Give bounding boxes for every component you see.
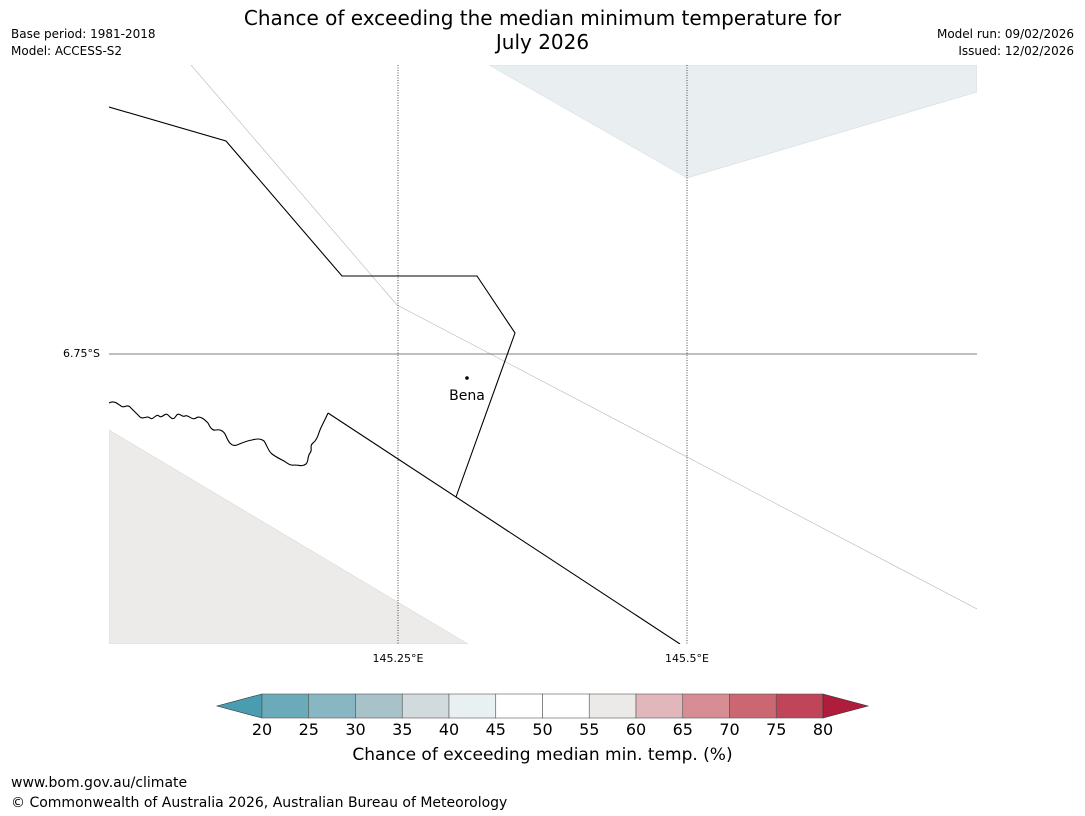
colorbar-segment: [261, 693, 310, 719]
colorbar-tick-label: 80: [812, 720, 834, 739]
base-period: Base period: 1981-2018: [11, 27, 156, 41]
colorbar-segment: [448, 693, 497, 719]
thin-boundary-line: [190, 65, 977, 610]
colorbar-label: Chance of exceeding median min. temp. (%…: [352, 745, 733, 765]
map-layers: [109, 65, 977, 644]
colorbar-tick-label: 40: [438, 720, 460, 739]
model-name: Model: ACCESS-S2: [11, 44, 123, 58]
colorbar-extend-high: [822, 693, 870, 719]
colorbar-tick-label: 25: [298, 720, 319, 739]
meta-right: Model run: 09/02/2026 Issued: 12/02/2026: [937, 26, 1074, 60]
latitude-label: 6.75°S: [63, 347, 100, 360]
colorbar-tick-label: 70: [719, 720, 740, 739]
longitude-label-145-5: 145.5°E: [665, 652, 709, 665]
colorbar-segment: [355, 693, 403, 719]
place-label-bena: Bena: [449, 388, 485, 404]
region-upper-right: [488, 65, 977, 179]
place-marker-bena[interactable]: [465, 376, 469, 380]
colorbar-tick-label: 60: [625, 720, 647, 739]
colorbar-segment: [308, 693, 356, 719]
region-lower-left: [109, 429, 469, 644]
province-border-south: [327, 412, 681, 644]
colorbar-segment: [729, 693, 777, 719]
title-line-2: July 2026: [495, 30, 590, 54]
colorbar-segment: [775, 693, 824, 719]
colorbar-tick-label: 50: [532, 720, 553, 739]
longitude-label-145-25: 145.25°E: [372, 652, 424, 665]
colorbar-segment: [635, 693, 684, 719]
colorbar-segment: [495, 693, 543, 719]
province-border-north: [109, 106, 516, 498]
chart-title: Chance of exceeding the median minimum t…: [0, 6, 1085, 54]
colorbar-segment: [542, 693, 590, 719]
footer-url[interactable]: www.bom.gov.au/climate: [11, 775, 188, 791]
issued-date: Issued: 12/02/2026: [958, 44, 1074, 58]
colorbar-tick-label: 45: [485, 720, 506, 739]
colorbar-segment: [588, 693, 637, 719]
title-line-1: Chance of exceeding the median minimum t…: [243, 6, 842, 30]
colorbar-segment: [401, 693, 450, 719]
colorbar-tick-label: 65: [672, 720, 693, 739]
meta-left: Base period: 1981-2018 Model: ACCESS-S2: [11, 26, 156, 60]
river-coastline: [109, 401, 329, 467]
model-run: Model run: 09/02/2026: [936, 27, 1074, 41]
colorbar-tick-label: 55: [579, 720, 600, 739]
footer-copyright: © Commonwealth of Australia 2026, Austra…: [11, 795, 508, 811]
colorbar-segment: [682, 693, 730, 719]
colorbar-tick-label: 30: [345, 720, 366, 739]
colorbar-tick-label: 75: [766, 720, 787, 739]
colorbar-tick-label: 20: [251, 720, 273, 739]
colorbar-extend-low: [215, 693, 263, 719]
colorbar-tick-label: 35: [392, 720, 413, 739]
